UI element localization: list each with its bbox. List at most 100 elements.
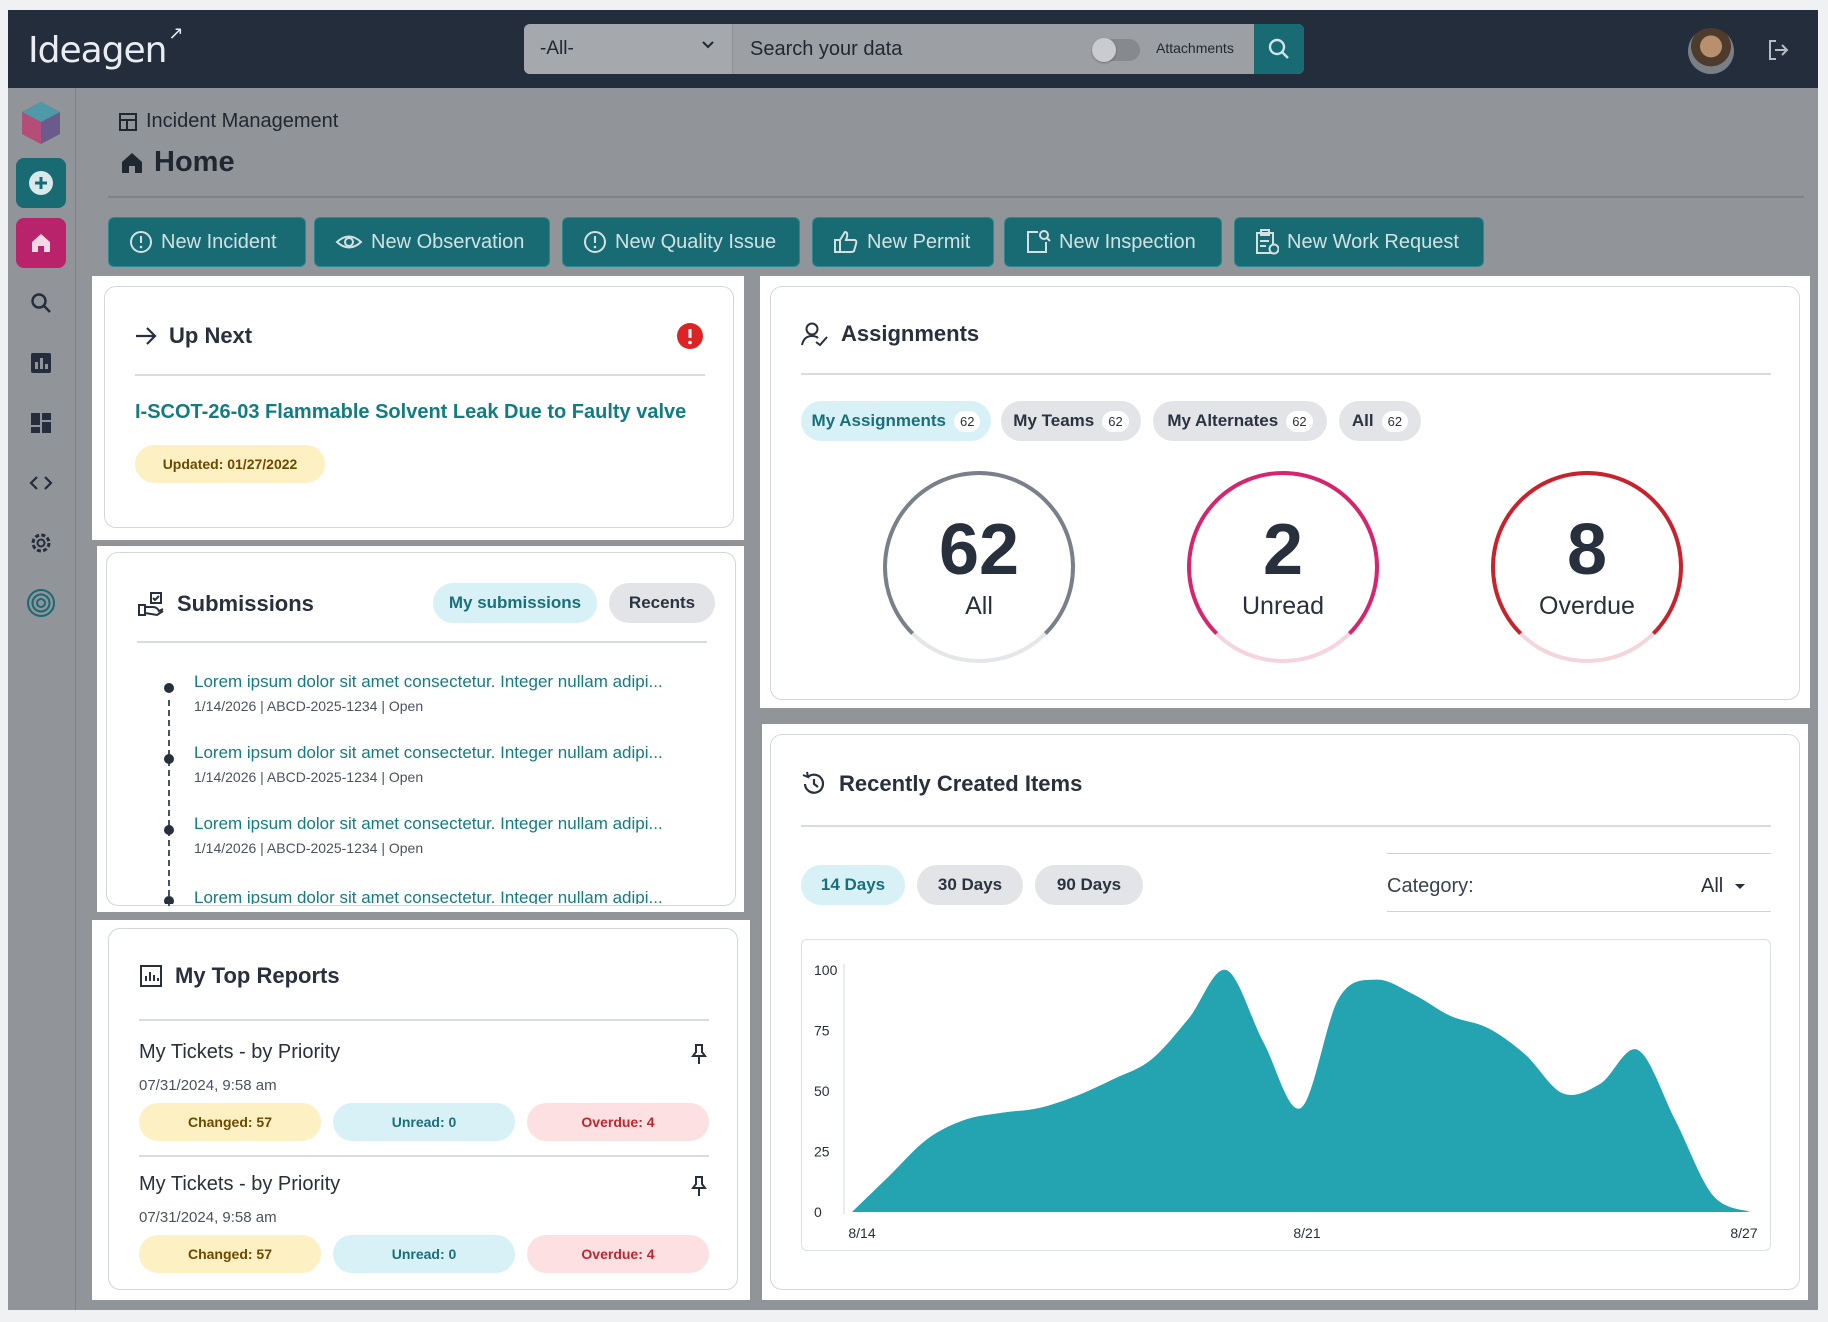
x-tick-label: 8/14 [848,1225,875,1241]
tab-my-teams[interactable]: My Teams 62 [1001,401,1141,441]
sidebar-item-home[interactable] [16,218,66,268]
caret-down-icon [1735,883,1746,889]
x-tick-label: 8/21 [1293,1225,1320,1241]
card-divider [801,825,1771,827]
range-90-days[interactable]: 90 Days [1035,865,1143,905]
code-icon [29,476,53,490]
new-inspection-button[interactable]: New Inspection [1004,217,1222,267]
user-check-icon [801,322,828,347]
submissions-title: Submissions [137,591,314,617]
submissions-icon [138,592,164,617]
alert-badge-icon [677,323,703,349]
report-name[interactable]: My Tickets - by Priority [139,1041,341,1063]
unread-badge: Unread: 0 [333,1103,515,1141]
search-scope-select[interactable]: -All- [524,24,733,74]
clipboard-icon [1256,229,1279,255]
target-icon [27,589,55,617]
arrow-right-icon [136,327,157,345]
changed-badge: Changed: 57 [139,1103,321,1141]
new-observation-button[interactable]: New Observation [314,217,550,267]
search-button[interactable] [1254,24,1304,74]
timeline-dot [164,896,174,904]
recent-items-card: Recently Created Items 14 Days 30 Days 9… [770,734,1800,1290]
reports-title: My Top Reports [139,963,340,989]
ideagen-logo[interactable]: Ideagen ↗ [28,23,184,71]
sidebar-item-target[interactable] [16,578,66,628]
module-icon [119,112,137,131]
y-tick-label: 50 [814,1083,830,1099]
submissions-card: Submissions My submissions Recents [106,552,736,906]
all-count-ring[interactable]: 62 All [883,471,1075,663]
sidebar-item-search[interactable] [16,278,66,328]
breadcrumb[interactable]: Incident Management [118,110,338,133]
plus-circle-icon [29,171,53,195]
dashboard-icon [31,413,51,433]
search-icon [1268,38,1289,59]
updated-badge: Updated: 01/27/2022 [135,445,325,483]
y-tick-label: 0 [814,1204,822,1220]
timeline-dot [164,683,174,693]
eye-icon [335,235,363,249]
range-14-days[interactable]: 14 Days [801,865,905,905]
overdue-count-ring[interactable]: 8 Overdue [1491,471,1683,663]
up-next-item-link[interactable]: I-SCOT-26-03 Flammable Solvent Leak Due … [135,401,687,423]
y-tick-label: 75 [814,1023,830,1039]
page-title-text: Home [154,146,235,178]
unread-badge: Unread: 0 [333,1235,515,1273]
alert-circle-icon [584,231,606,253]
user-avatar[interactable] [1688,28,1734,74]
overdue-badge: Overdue: 4 [527,1103,709,1141]
count-badge: 62 [1286,410,1313,432]
sidebar-add-button[interactable] [16,158,66,208]
alert-circle-icon [130,231,152,253]
chart-container: 0 25 50 75 100 8/14 8/21 8/27 [801,939,1771,1251]
count-badge: 62 [1381,410,1409,432]
recent-items-title: Recently Created Items [801,771,1082,797]
sidebar [8,88,76,1310]
product-logo-icon[interactable] [16,98,66,148]
logout-icon[interactable] [1766,38,1790,67]
count-badge: 62 [1102,410,1129,432]
overdue-badge: Overdue: 4 [527,1235,709,1273]
report-date: 07/31/2024, 9:58 am [139,1077,277,1094]
area-series[interactable] [852,969,1750,1212]
sidebar-item-dashboards[interactable] [16,398,66,448]
new-incident-button[interactable]: New Incident [108,217,306,267]
up-next-card: Up Next I-SCOT-26-03 Flammable Solvent L… [104,286,734,528]
count-badge: 62 [954,410,981,432]
attachments-toggle[interactable] [1092,38,1140,62]
sidebar-item-reports[interactable] [16,338,66,388]
category-label: Category: [1387,875,1474,897]
card-divider [801,373,1771,375]
category-divider-bottom [1387,911,1771,912]
tab-all[interactable]: All 62 [1339,401,1421,441]
pin-icon[interactable] [691,1175,707,1197]
sidebar-item-settings[interactable] [16,518,66,568]
changed-badge: Changed: 57 [139,1235,321,1273]
y-tick-label: 25 [814,1144,830,1160]
tab-my-alternates[interactable]: My Alternates 62 [1153,401,1327,441]
unread-count-ring[interactable]: 2 Unread [1187,471,1379,663]
list-item[interactable]: Lorem ipsum dolor sit amet consectetur. … [194,814,663,856]
tab-recents[interactable]: Recents [609,583,715,623]
new-permit-button[interactable]: New Permit [812,217,994,267]
history-icon [802,771,825,794]
list-item[interactable]: Lorem ipsum dolor sit amet consectetur. … [194,672,663,714]
y-tick-label: 100 [814,962,838,978]
card-divider [137,641,707,643]
sidebar-item-code[interactable] [16,458,66,508]
tab-my-assignments[interactable]: My Assignments 62 [801,401,991,441]
timeline-line [168,700,170,906]
search-scope-value: -All- [540,38,574,59]
report-name[interactable]: My Tickets - by Priority [139,1173,341,1195]
list-item[interactable]: Lorem ipsum dolor sit amet consectetur. … [194,743,663,785]
card-divider [139,1019,709,1021]
pin-icon[interactable] [691,1043,707,1065]
list-item-clipped[interactable]: Lorem ipsum dolor sit amet consectetur. … [158,886,718,904]
category-select[interactable]: All [1701,875,1747,898]
range-30-days[interactable]: 30 Days [917,865,1023,905]
bar-chart-icon [31,353,51,373]
tab-my-submissions[interactable]: My submissions [433,583,597,623]
new-quality-issue-button[interactable]: New Quality Issue [562,217,800,267]
new-work-request-button[interactable]: New Work Request [1234,217,1484,267]
